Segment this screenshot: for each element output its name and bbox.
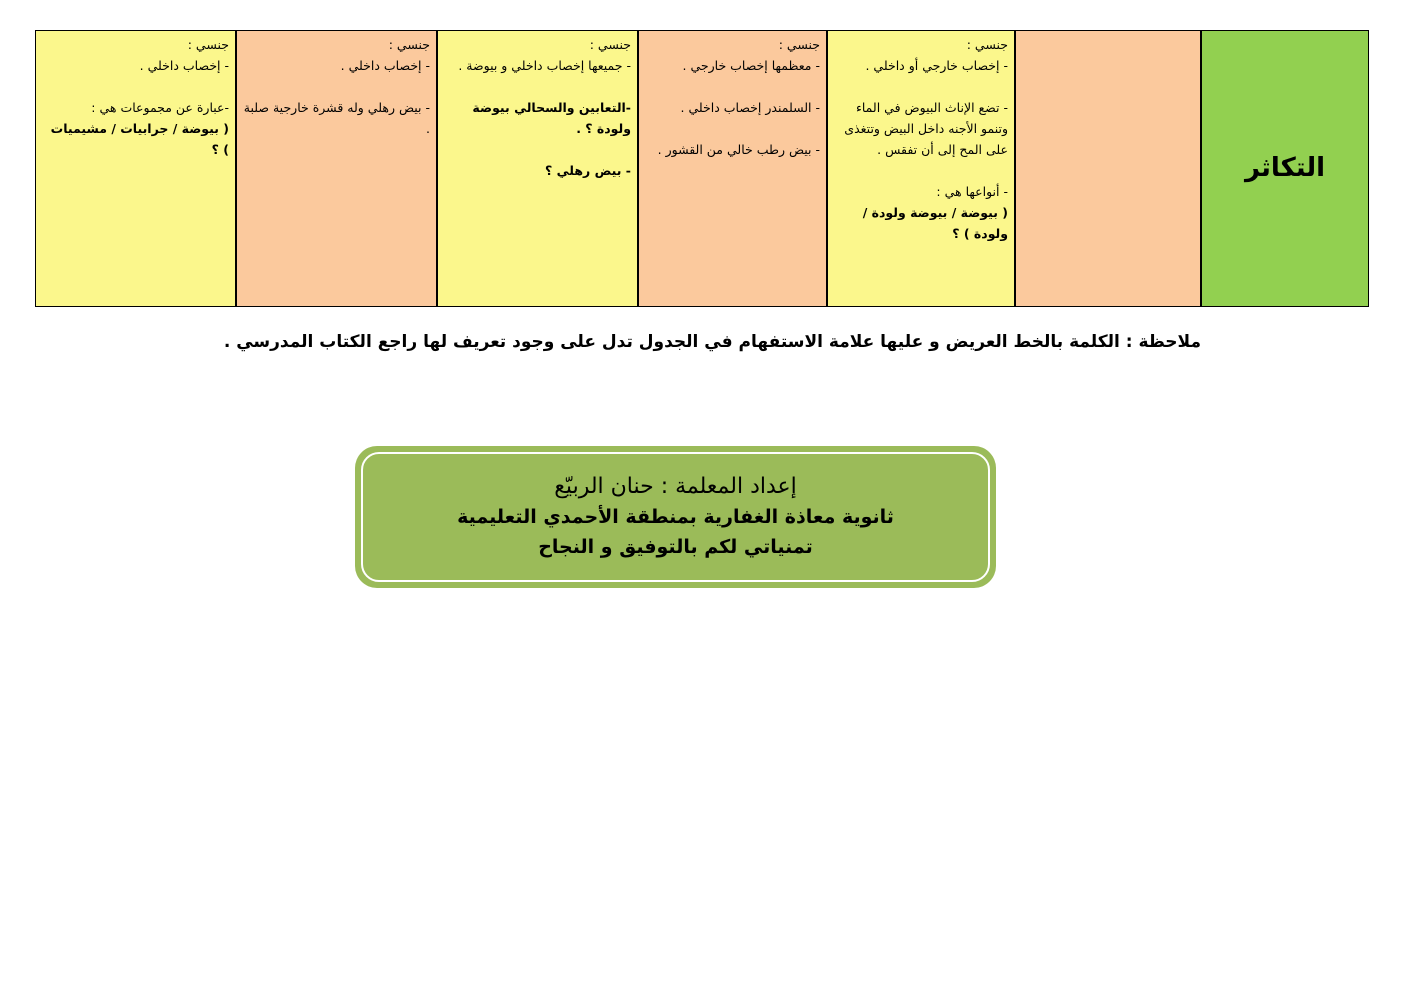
cell-line: - بيض رهلي وله قشرة خارجية صلبة . [243,100,430,136]
cell-line: - إخصاب داخلي . [139,58,229,73]
cell-paragraph: جنسي : - جميعها إخصاب داخلي و بيوضة . [444,34,631,76]
cell-line: -عبارة عن مجموعات هي : [91,100,229,115]
cell-paragraph: -التعابين والسحالي بيوضة ولودة ؟ . [444,97,631,139]
cell-line: -التعابين والسحالي بيوضة ولودة ؟ . [472,100,631,136]
cell-line: جنسي : [778,37,820,52]
cell-line: - إخصاب خارجي أو داخلي . [865,58,1008,73]
cell-paragraph: جنسي : - معظمها إخصاب خارجي . [645,34,821,76]
cell-line: - بيض رطب خالي من القشور . [657,142,820,157]
cell-paragraph: - أنواعها هي : ( بيوضة / بيوضة ولودة / ول… [834,181,1008,244]
table-cell: جنسي : - جميعها إخصاب داخلي و بيوضة . -الت… [437,30,638,307]
cell-paragraph: - بيض رطب خالي من القشور . [645,139,820,160]
cell-line: ( بيوضة / جرابيات / مشيميات ) ؟ [50,121,229,157]
cell-paragraph: - بيض رهلي وله قشرة خارجية صلبة . [243,97,430,139]
cell-paragraph: جنسي : - إخصاب داخلي . [243,34,430,76]
cell-line: - معظمها إخصاب خارجي . [682,58,821,73]
cell-paragraph: - تضع الإناث البيوض في الماء وتنمو الأجن… [834,97,1008,160]
cell-paragraph: -عبارة عن مجموعات هي : ( بيوضة / جرابيات … [42,97,229,160]
cell-line: ( بيوضة / بيوضة ولودة / ولودة ) ؟ [862,205,1008,241]
cell-line: - جميعها إخصاب داخلي و بيوضة . [458,58,631,73]
cell-line: جنسي : [589,37,631,52]
cell-paragraph: جنسي : - إخصاب خارجي أو داخلي . [834,34,1008,76]
cell-line: جنسي : [388,37,430,52]
cell-line: جنسي : [966,37,1008,52]
footer-line: إعداد المعلمة : حنان الربيّع [554,474,797,499]
table-cell: جنسي : - معظمها إخصاب خارجي . - السلمندر إ… [638,30,827,307]
cell-line: جنسي : [187,37,229,52]
footer-inner: إعداد المعلمة : حنان الربيّع ثانوية معاذة… [361,452,990,582]
footer-line: تمنياتي لكم بالتوفيق و النجاح [538,536,813,558]
cell-line: - تضع الإناث البيوض في الماء وتنمو الأجن… [844,100,1008,157]
cell-line: - السلمندر إخصاب داخلي . [680,100,820,115]
table-cell: جنسي : - إخصاب خارجي أو داخلي . - تضع الإن… [827,30,1015,307]
table-cell: جنسي : - إخصاب داخلي . -عبارة عن مجموعات ه… [35,30,236,307]
note: ملاحظة : الكلمة بالخط العريض و عليها علا… [223,332,1201,352]
footer-line: ثانوية معاذة الغفارية بمنطقة الأحمدي الت… [457,506,894,528]
cell-paragraph: - السلمندر إخصاب داخلي . [645,97,820,118]
cell-paragraph: جنسي : - إخصاب داخلي . [42,34,229,76]
row-header: التكاثر [1201,30,1369,307]
cell-line: - أنواعها هي : [936,184,1008,199]
cell-line: - إخصاب داخلي . [340,58,430,73]
cell-line: - بيض رهلي ؟ [545,163,631,178]
footer-box: إعداد المعلمة : حنان الربيّع ثانوية معاذة… [355,446,996,588]
table-cell: جنسي : - إخصاب داخلي . - بيض رهلي وله قشرة… [236,30,437,307]
cell-paragraph: - بيض رهلي ؟ [444,160,631,181]
empty-cell [1015,30,1201,307]
